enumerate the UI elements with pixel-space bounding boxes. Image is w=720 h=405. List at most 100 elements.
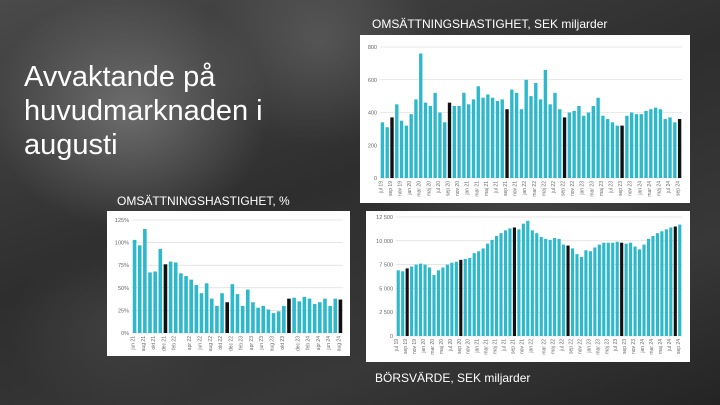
bar — [649, 109, 653, 178]
y-tick-label: 0% — [121, 331, 129, 337]
bar — [610, 122, 615, 178]
bar — [490, 239, 494, 336]
x-tick-label: nov 20 — [455, 181, 461, 196]
x-tick-label: jan 24 — [640, 339, 646, 354]
bar — [588, 251, 592, 336]
bar — [179, 273, 183, 333]
bar — [282, 305, 286, 333]
bar — [553, 92, 557, 178]
y-tick-label: 25% — [118, 308, 129, 314]
x-tick-label: jul 20 — [436, 181, 442, 194]
x-tick-label: sep 19 — [403, 339, 409, 354]
bar — [148, 272, 152, 333]
bar — [215, 305, 219, 333]
bar — [642, 244, 646, 336]
y-tick-label: 100% — [115, 241, 129, 247]
x-tick-label: nov 22 — [570, 181, 576, 196]
bar — [486, 94, 490, 178]
bar — [184, 276, 188, 333]
bar — [462, 92, 466, 178]
bar — [499, 233, 503, 336]
bar — [637, 249, 642, 336]
bar — [673, 122, 677, 178]
bar — [514, 92, 519, 178]
x-tick-label: mar 24 — [647, 181, 653, 197]
x-tick-label: mar 20 — [417, 181, 423, 197]
bar — [591, 105, 595, 178]
bar — [463, 258, 467, 336]
bar — [158, 248, 163, 333]
bar — [251, 302, 255, 333]
bar — [620, 242, 624, 336]
bar — [539, 236, 543, 336]
bar — [220, 293, 224, 333]
bar — [584, 250, 588, 336]
bar — [663, 119, 667, 178]
bar — [558, 109, 562, 178]
bar — [521, 223, 525, 336]
bar — [450, 262, 454, 336]
x-tick-label: jan 21 — [475, 339, 481, 354]
x-tick-label: aug 22 — [208, 336, 214, 352]
x-tick-label: sep 21 — [510, 339, 516, 354]
y-tick-label: 10 000 — [376, 239, 393, 245]
bar — [495, 101, 500, 178]
bar — [562, 244, 566, 336]
bar — [307, 298, 312, 333]
x-tick-label: maj 21 — [484, 181, 490, 196]
bar — [538, 99, 543, 178]
bar — [494, 236, 499, 336]
bar — [517, 229, 521, 336]
x-tick-label: mar 22 — [542, 339, 548, 355]
bar — [639, 114, 643, 178]
bar — [399, 120, 404, 178]
bar — [646, 238, 651, 336]
bar — [467, 104, 471, 178]
bar — [194, 285, 199, 333]
bar — [432, 275, 436, 336]
bar — [209, 298, 214, 333]
x-tick-label: jan 21 — [465, 181, 471, 196]
chart-panel-turnover-sek: 0 200 400 600 800 jul 19 sep 19 nov 19 jan 20 mar… — [360, 35, 690, 203]
x-tick-label: sep 23 — [618, 181, 624, 196]
bar — [271, 313, 276, 333]
x-tick-label: sep 24 — [676, 181, 682, 196]
bar — [261, 305, 266, 333]
bar — [593, 247, 597, 336]
bar — [414, 264, 418, 336]
x-tick-label: jul 22 — [551, 181, 557, 194]
bar — [529, 96, 533, 179]
x-tick-label: jan 24 — [637, 181, 643, 196]
bar — [240, 305, 245, 333]
x-tick-label: jul 21 — [493, 181, 499, 194]
bar — [597, 244, 601, 336]
bar — [287, 298, 291, 333]
bar — [577, 105, 581, 178]
bar — [526, 220, 530, 336]
bar — [396, 270, 400, 336]
bar — [633, 246, 637, 336]
bar — [199, 293, 204, 333]
x-tick-label: okt 22 — [218, 336, 224, 350]
y-tick-label: 200 — [368, 143, 377, 149]
x-tick-label: mar 20 — [430, 339, 436, 355]
bar — [204, 283, 209, 333]
bar — [404, 125, 409, 178]
bar — [427, 267, 432, 336]
bar — [423, 264, 427, 336]
y-tick-label: 125% — [115, 218, 129, 224]
x-tick-label: apr 23 — [249, 336, 255, 350]
bar — [508, 228, 512, 336]
bar — [664, 229, 668, 336]
bar — [655, 233, 659, 336]
x-tick-label: mar 24 — [649, 339, 655, 355]
x-tick-label: jul 24 — [666, 181, 672, 194]
bar — [476, 86, 480, 178]
bar — [481, 97, 485, 178]
bar — [312, 304, 317, 333]
bar — [457, 105, 461, 178]
x-tick-label: mar 21 — [474, 181, 480, 197]
bar — [572, 110, 576, 178]
x-tick-label: jun 24 — [326, 336, 332, 351]
x-tick-label: jul 20 — [448, 339, 454, 352]
